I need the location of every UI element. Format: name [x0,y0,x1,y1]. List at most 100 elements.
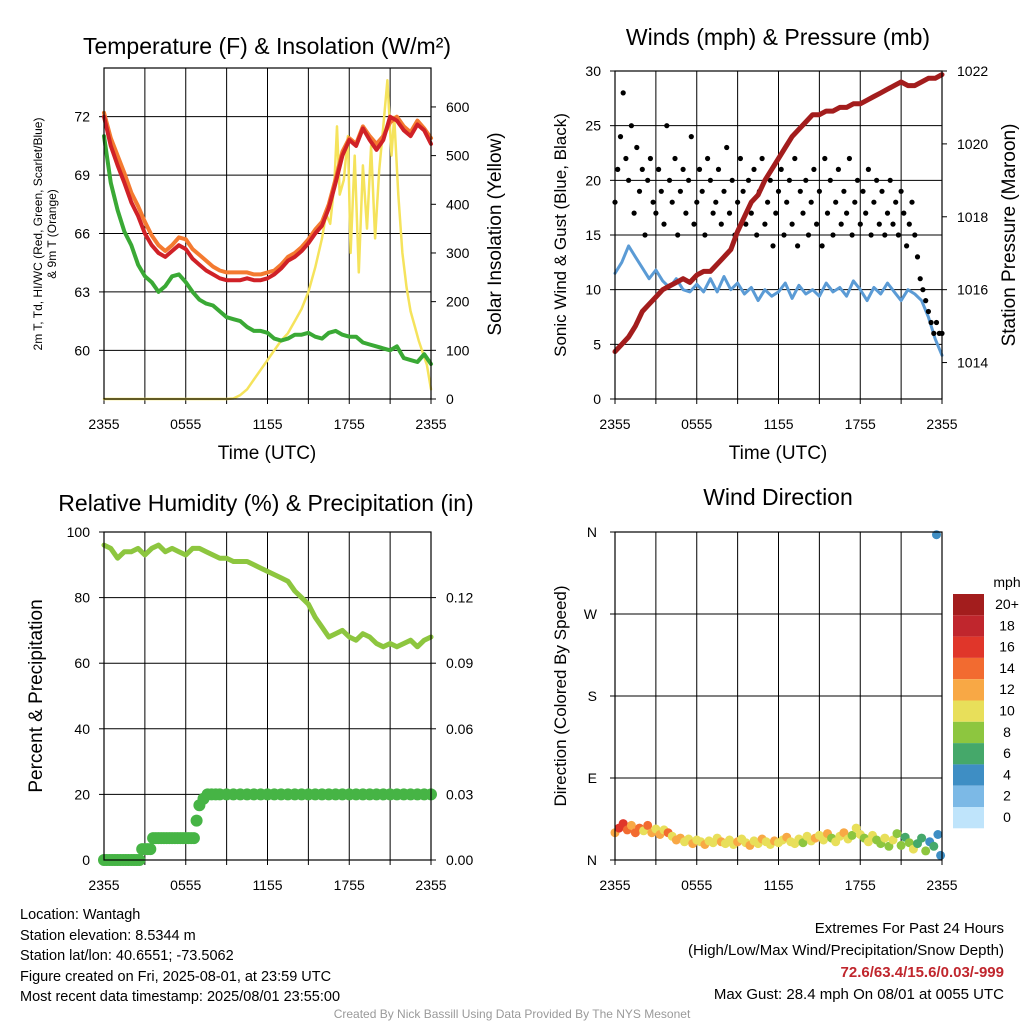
series-line-9m-t [102,110,433,277]
y2-tick-label: 1022 [957,63,988,79]
data-point-gust [920,287,926,293]
winds-ylabel-right: Station Pressure (Maroon) [999,124,1020,347]
data-point-gust [827,177,833,183]
data-point-gust [871,199,877,205]
y-tick-label: 0 [593,391,601,407]
data-point-gust [642,232,648,238]
x-tick-label: 1155 [252,416,282,432]
data-point-gust [762,221,768,227]
x-tick-label: 1755 [334,877,365,893]
temperature-xlabel: Time (UTC) [218,443,317,464]
data-point-gust [901,210,907,216]
temperature-ylabel-left-1: 2m T, Td, HI/WC (Red, Green, Scarlet/Blu… [31,118,45,351]
data-point-gust [639,166,645,172]
data-point-gust [705,155,711,162]
max-gust: Max Gust: 28.4 mph On 08/01 at 0055 UTC [713,986,1004,1003]
legend-label: 4 [1003,766,1011,782]
y2-tick-label: 600 [446,99,470,115]
temperature-panel: 2355 0555 1155 1755 2355 60 63 66 69 72 0 100 200 300… [74,67,470,432]
data-point-gust [631,210,637,216]
direction-ylabel-left: Direction (Colored By Speed) [551,585,570,806]
data-point-gust [933,319,940,326]
data-point-gust [675,232,681,238]
data-point-gust [628,123,635,129]
direction-point [892,829,902,839]
data-point-gust [615,166,621,172]
y-tick-label: 60 [74,655,90,671]
x-tick-label: 0555 [170,416,201,432]
data-point-gust [852,199,858,205]
data-point-gust [819,243,825,249]
data-point-gust [626,177,632,183]
extremes-title: Extremes For Past 24 Hours [814,920,1004,937]
data-point-gust [835,166,842,172]
extremes-subtitle: (High/Low/Max Wind/Precipitation/Snow De… [688,942,1004,959]
data-point-gust [694,199,700,205]
data-point-gust [784,199,790,205]
data-point-gust [803,177,809,183]
y2-tick-label: 300 [446,245,470,261]
data-point-gust [789,221,795,227]
data-point-gust [645,177,651,183]
data-point-gust [884,210,891,216]
data-point-gust [914,254,921,260]
data-point-gust [748,210,754,216]
data-point-gust [865,166,872,172]
legend-swatch [953,785,984,807]
data-point-gust [765,199,771,205]
y2-tick-label: 0.00 [446,852,473,868]
direction-point [880,833,890,843]
x-tick-label: 1155 [763,877,793,893]
data-point-gust [841,188,847,194]
data-point-gust [874,177,880,183]
direction-point [933,830,943,839]
y2-tick-label: 0.09 [446,655,473,671]
data-point-gust [710,210,716,216]
data-point-gust [795,243,801,249]
data-point-gust [833,199,839,205]
station-info: Location: Wantagh Station elevation: 8.5… [20,905,340,1008]
direction-point [863,837,873,847]
data-point-gust [890,221,896,227]
y-tick-label: 66 [74,226,90,242]
data-point-gust [696,166,703,172]
data-point-gust [811,166,817,172]
plot-frame [614,531,943,861]
data-point-gust [893,199,899,205]
plot-frame [103,67,432,400]
legend-label: 8 [1003,724,1011,740]
data-point-gust [882,232,888,238]
y2-tick-label: 0 [446,391,454,407]
data-point-gust [699,188,705,194]
y-tick-label: 100 [67,524,91,540]
legend-swatch [953,594,984,616]
y-tick-label: 20 [585,172,601,188]
data-point-gust [724,144,730,151]
y2-tick-label: 1020 [957,136,988,152]
plot-frame [103,531,432,861]
data-point-gust [876,221,882,227]
x-tick-label: 0555 [170,877,201,893]
data-point-gust [672,155,678,162]
data-point-gust [743,221,749,227]
y-tick-label: N [587,524,597,540]
temperature-title: Temperature (F) & Insolation (W/m²) [83,33,451,59]
humidity-ylabel-left: Percent & Precipitation [26,599,47,792]
legend-swatch [953,636,984,658]
data-point-precipitation [190,814,203,827]
humidity-title: Relative Humidity (%) & Precipitation (i… [58,490,473,516]
data-point-gust [702,232,708,238]
data-point-gust [805,232,812,238]
series-line-2m-t [102,114,433,283]
data-point-gust [773,210,779,216]
direction-point [819,835,828,845]
data-point-gust [800,210,806,216]
direction-point [904,838,914,848]
y2-tick-label: 0.03 [446,786,473,802]
data-point-gust [647,155,654,162]
direction-point [847,830,857,840]
x-tick-label: 2355 [926,416,957,432]
data-point-gust [770,243,776,249]
station-elevation: Station elevation: 8.5344 m [20,927,196,944]
x-tick-label: 2355 [599,877,630,893]
